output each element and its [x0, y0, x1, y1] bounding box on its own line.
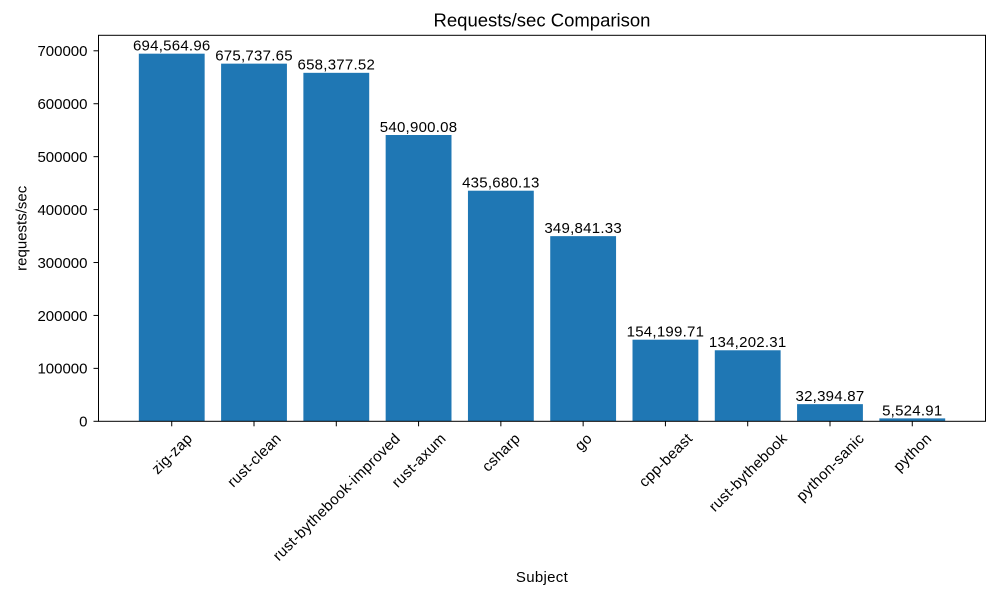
- svg-text:5,524.91: 5,524.91: [882, 402, 942, 419]
- svg-text:154,199.71: 154,199.71: [627, 324, 705, 341]
- svg-text:100000: 100000: [37, 361, 87, 378]
- svg-text:675,737.65: 675,737.65: [215, 48, 293, 65]
- svg-text:435,680.13: 435,680.13: [462, 175, 540, 192]
- svg-text:700000: 700000: [37, 43, 87, 60]
- svg-text:540,900.08: 540,900.08: [380, 119, 458, 136]
- svg-text:349,841.33: 349,841.33: [544, 220, 622, 237]
- svg-text:32,394.87: 32,394.87: [795, 388, 864, 405]
- svg-text:134,202.31: 134,202.31: [709, 334, 787, 351]
- svg-text:Subject: Subject: [516, 569, 569, 586]
- svg-text:0: 0: [79, 414, 87, 431]
- svg-text:658,377.52: 658,377.52: [298, 57, 376, 74]
- svg-text:600000: 600000: [37, 96, 87, 113]
- svg-text:300000: 300000: [37, 255, 87, 272]
- svg-text:400000: 400000: [37, 202, 87, 219]
- svg-text:Requests/sec Comparison: Requests/sec Comparison: [434, 10, 651, 31]
- svg-text:requests/sec: requests/sec: [14, 185, 31, 271]
- svg-text:694,564.96: 694,564.96: [133, 38, 211, 55]
- svg-text:200000: 200000: [37, 308, 87, 325]
- svg-text:500000: 500000: [37, 149, 87, 166]
